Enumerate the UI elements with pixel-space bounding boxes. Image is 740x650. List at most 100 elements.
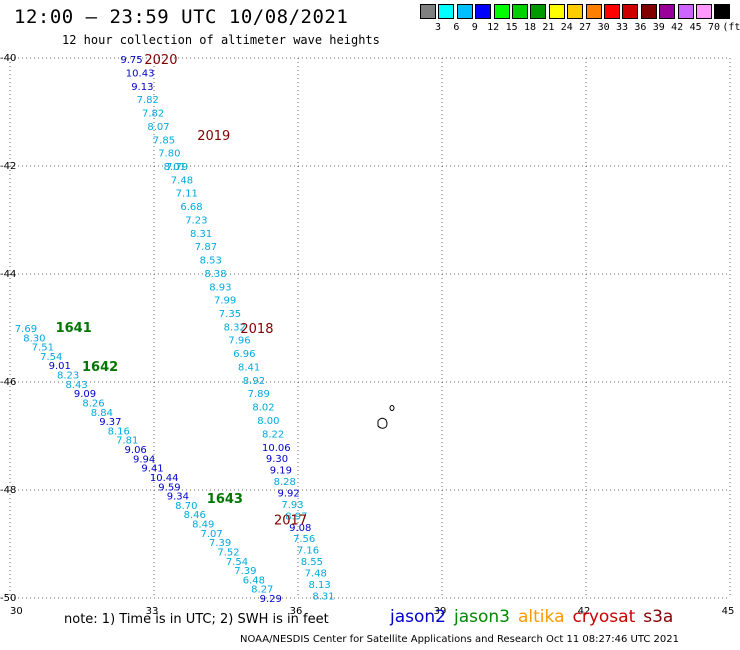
wave-height-value: 8.53 <box>200 256 222 267</box>
scale-label: 6 <box>453 22 460 33</box>
scale-swatch <box>493 4 510 19</box>
wave-height-value: 7.52 <box>217 547 239 558</box>
wave-height-value: 8.31 <box>312 591 334 602</box>
wave-height-value: 8.70 <box>175 501 197 512</box>
scale-label: 70 <box>707 22 721 33</box>
x-tick-label: 42 <box>578 606 591 617</box>
legend-note: note: 1) Time is in UTC; 2) SWH is in fe… <box>64 612 329 627</box>
scale-label: 18 <box>523 22 537 33</box>
x-tick-label: 30 <box>10 606 23 617</box>
wave-height-value: 8.13 <box>309 580 331 591</box>
wave-height-value: 9.01 <box>49 361 71 372</box>
scale-label: 21 <box>542 22 555 33</box>
wave-height-value: 8.01 <box>164 162 186 173</box>
wave-height-value: 10.06 <box>262 443 291 454</box>
wave-height-value: 9.41 <box>141 464 163 475</box>
credit-line: NOAA/NESDIS Center for Satellite Applica… <box>240 634 679 645</box>
y-tick-label: -42 <box>0 161 16 172</box>
wave-height-value: 9.30 <box>266 454 288 465</box>
scale-label: 42 <box>671 22 684 33</box>
wave-height-value: 7.81 <box>116 436 138 447</box>
y-tick-label: -48 <box>0 485 16 496</box>
wave-height-value: 7.54 <box>40 352 62 363</box>
wave-height-value: 7.79 <box>166 162 188 173</box>
wave-height-value: 9.37 <box>99 417 121 428</box>
pass-time-label: 1642 <box>82 360 118 375</box>
scale-label: (ft) <box>722 22 740 33</box>
scale-swatch <box>420 4 436 19</box>
satellite-tracks: 9.75 10.43 9.13 7.82 7.82 8.07 7.85 7.80 8.017.7… <box>15 53 335 605</box>
map-title: 12:00 – 23:59 UTC 10/08/2021 <box>14 6 349 28</box>
pass-time-label: 2017 <box>274 514 307 529</box>
wave-height-value: 7.39 <box>234 566 256 577</box>
wave-height-value: 8.97 <box>285 511 307 522</box>
wave-height-value: 7.48 <box>305 568 327 579</box>
scale-label: 33 <box>615 22 629 33</box>
x-tick-label: 39 <box>434 606 447 617</box>
wave-height-value: 7.35 <box>219 309 241 320</box>
wave-height-value: 8.07 <box>147 122 169 133</box>
wave-height-value: 8.84 <box>91 408 113 419</box>
satellite-legend: jason2 jason3 altika cryosat s3a <box>390 607 681 627</box>
wave-height-value: 8.16 <box>108 426 130 437</box>
wave-height-value: 7.93 <box>281 500 303 511</box>
wave-height-value: 8.49 <box>192 520 214 531</box>
wave-height-value: 10.43 <box>126 68 155 79</box>
wave-height-value: 7.11 <box>176 189 198 200</box>
wave-height-value: 8.28 <box>274 477 296 488</box>
scale-swatch <box>475 4 492 19</box>
axis-tick-labels: 30 33 36 39 42 45 -40 -42 -44 -46 -48 -50 <box>0 53 734 617</box>
wave-height-value: 8.38 <box>204 269 226 280</box>
scale-label: 24 <box>560 22 573 33</box>
scale-swatch <box>640 4 657 19</box>
scale-swatch <box>512 4 528 19</box>
wave-height-value: 6.48 <box>243 575 265 586</box>
scale-swatch <box>456 4 473 19</box>
wave-height-value: 8.23 <box>57 371 79 382</box>
map-subtitle: 12 hour collection of altimeter wave hei… <box>62 33 380 47</box>
pass-time-label: 2018 <box>240 322 273 337</box>
wave-height-value: 9.08 <box>289 523 311 534</box>
scale-label: 12 <box>487 22 500 33</box>
wave-height-value: 8.00 <box>257 416 279 427</box>
note-text: note: 1) Time is in UTC; 2) SWH is in fe… <box>64 612 329 627</box>
wave-height-value: 9.29 <box>260 594 282 605</box>
y-tick-label: -50 <box>0 593 16 604</box>
pass-time-label: 2020 <box>144 53 177 68</box>
y-tick-label: -40 <box>0 53 16 64</box>
wave-height-value: 9.13 <box>131 82 153 93</box>
satellite-legend-jason2: jason2 <box>390 607 446 627</box>
scale-swatch <box>585 4 602 19</box>
scale-label: 39 <box>652 22 665 33</box>
scale-swatch <box>714 4 731 19</box>
map-grid <box>9 57 731 599</box>
wave-height-value: 8.30 <box>23 333 45 344</box>
wave-height-value: 7.82 <box>142 109 164 120</box>
pass-time-label: 1641 <box>56 321 92 336</box>
pass-time-label: 2019 <box>197 129 230 144</box>
wave-height-value: 9.19 <box>270 466 292 477</box>
scale-swatch <box>548 4 565 19</box>
wave-height-value: 7.89 <box>248 389 270 400</box>
wave-height-value: 7.48 <box>171 175 193 186</box>
scale-swatch <box>622 4 639 19</box>
scale-label: 9 <box>471 22 478 33</box>
wave-height-value: 7.23 <box>185 215 207 226</box>
wave-height-value: 7.96 <box>228 336 250 347</box>
wave-height-value: 7.99 <box>214 296 236 307</box>
wave-height-value: 7.54 <box>226 557 248 568</box>
scale-label: 36 <box>634 22 647 33</box>
wave-height-value: 10.44 <box>150 473 179 484</box>
wave-height-value: 8.31 <box>190 229 212 240</box>
wave-height-value: 9.59 <box>158 482 180 493</box>
x-tick-label: 45 <box>722 606 735 617</box>
scale-label: 3 <box>434 22 442 33</box>
scale-swatch <box>530 4 547 19</box>
wave-height-value: 7.56 <box>293 534 315 545</box>
pass-time-label: 1643 <box>207 492 243 507</box>
wave-height-value: 8.41 <box>238 362 260 373</box>
wave-height-value: 7.07 <box>201 529 223 540</box>
wave-height-value: 8.43 <box>65 380 87 391</box>
wave-height-value: 7.87 <box>195 242 217 253</box>
wave-height-value: 9.09 <box>74 389 96 400</box>
